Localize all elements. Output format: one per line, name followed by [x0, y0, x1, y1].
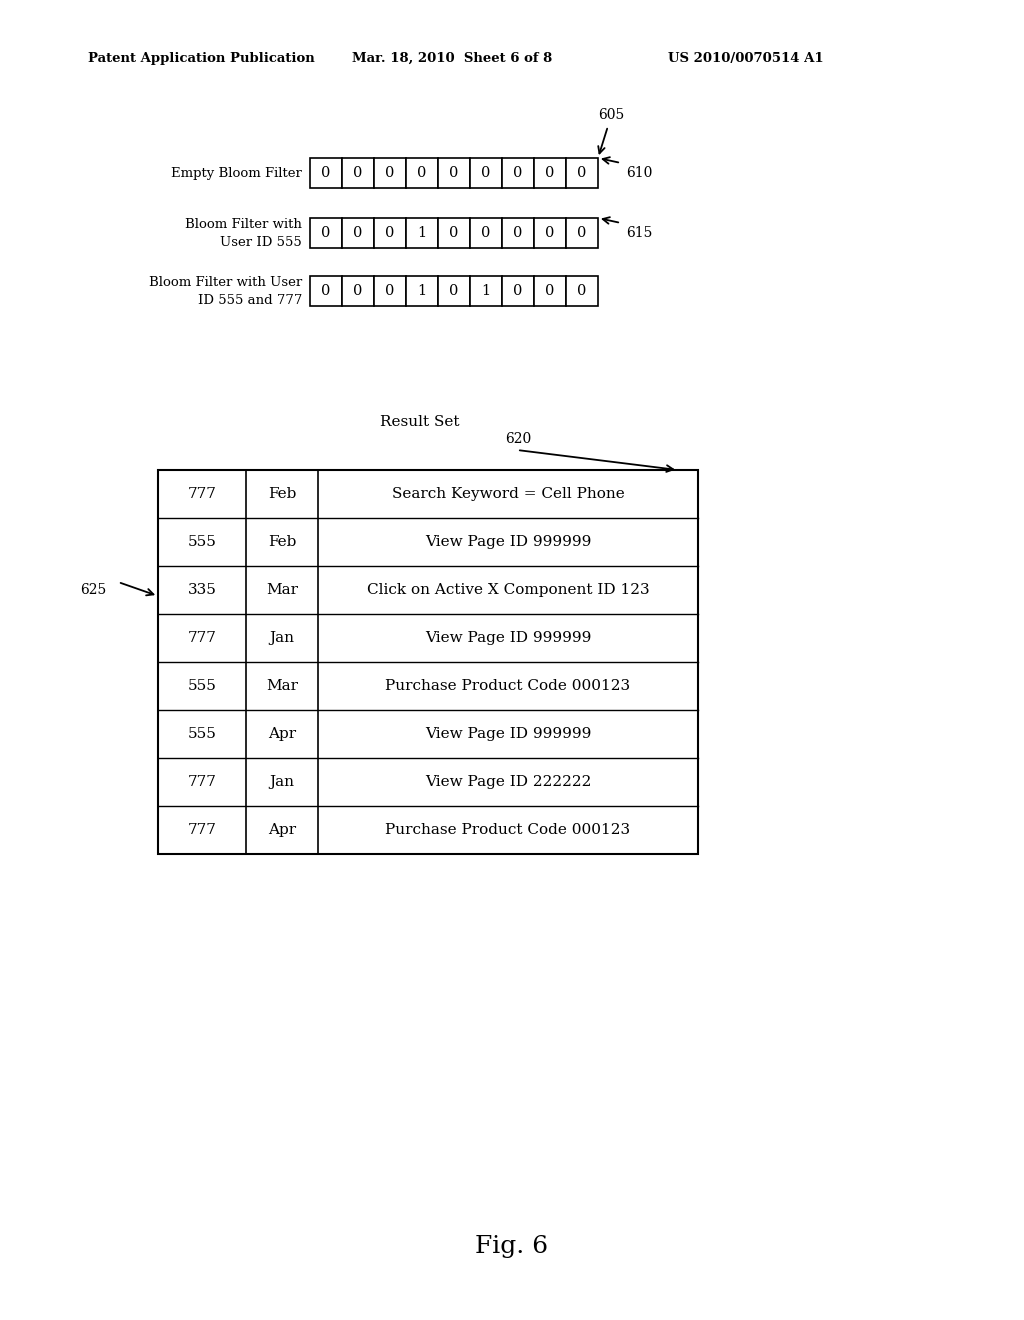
Text: 0: 0 [385, 284, 394, 298]
Bar [310, 276, 342, 306]
Bar [534, 158, 566, 187]
Text: Feb: Feb [268, 535, 296, 549]
Bar [438, 218, 470, 248]
Text: 555: 555 [187, 678, 216, 693]
Text: 0: 0 [450, 284, 459, 298]
Bar [438, 158, 470, 187]
Text: Empty Bloom Filter: Empty Bloom Filter [171, 166, 302, 180]
Text: Mar: Mar [266, 583, 298, 597]
Bar [502, 158, 534, 187]
Text: 0: 0 [578, 226, 587, 240]
Bar [502, 276, 534, 306]
Text: Click on Active X Component ID 123: Click on Active X Component ID 123 [367, 583, 649, 597]
Text: 335: 335 [187, 583, 216, 597]
Text: 0: 0 [481, 166, 490, 180]
Bar [374, 276, 406, 306]
Text: 0: 0 [450, 166, 459, 180]
Bar [342, 276, 374, 306]
Text: Patent Application Publication: Patent Application Publication [88, 51, 314, 65]
Bar [470, 218, 502, 248]
Text: 777: 777 [187, 631, 216, 645]
Text: Bloom Filter with: Bloom Filter with [185, 218, 302, 231]
Text: 0: 0 [322, 284, 331, 298]
Text: Jan: Jan [269, 631, 295, 645]
Bar [566, 218, 598, 248]
Bar [502, 218, 534, 248]
Text: 1: 1 [418, 284, 427, 298]
Text: 1: 1 [418, 226, 427, 240]
Text: 625: 625 [80, 583, 106, 597]
Text: Jan: Jan [269, 775, 295, 789]
Bar [374, 218, 406, 248]
Text: US 2010/0070514 A1: US 2010/0070514 A1 [668, 51, 823, 65]
Text: Apr: Apr [268, 822, 296, 837]
Text: 0: 0 [546, 284, 555, 298]
Bar [534, 218, 566, 248]
Text: Mar. 18, 2010  Sheet 6 of 8: Mar. 18, 2010 Sheet 6 of 8 [352, 51, 552, 65]
Text: 0: 0 [385, 166, 394, 180]
Text: View Page ID 999999: View Page ID 999999 [425, 631, 591, 645]
Text: 0: 0 [481, 226, 490, 240]
Bar [342, 158, 374, 187]
Text: 620: 620 [505, 432, 531, 446]
Text: 777: 777 [187, 487, 216, 502]
Text: 0: 0 [513, 284, 522, 298]
Text: 0: 0 [578, 166, 587, 180]
Text: 0: 0 [513, 166, 522, 180]
Text: 615: 615 [626, 226, 652, 240]
Text: Mar: Mar [266, 678, 298, 693]
Bar [470, 276, 502, 306]
Text: 610: 610 [626, 166, 652, 180]
Bar [310, 158, 342, 187]
Text: 0: 0 [322, 166, 331, 180]
Text: 555: 555 [187, 535, 216, 549]
Text: 0: 0 [578, 284, 587, 298]
Text: Search Keyword = Cell Phone: Search Keyword = Cell Phone [391, 487, 625, 502]
Text: Purchase Product Code 000123: Purchase Product Code 000123 [385, 822, 631, 837]
Text: 0: 0 [322, 226, 331, 240]
Bar [406, 158, 438, 187]
Bar [438, 276, 470, 306]
Text: Bloom Filter with User: Bloom Filter with User [148, 276, 302, 289]
Bar [374, 158, 406, 187]
Text: Feb: Feb [268, 487, 296, 502]
Bar [158, 470, 698, 854]
Text: 0: 0 [353, 166, 362, 180]
Bar [406, 218, 438, 248]
Bar [566, 158, 598, 187]
Bar [534, 276, 566, 306]
Text: 605: 605 [598, 108, 625, 121]
Bar [406, 276, 438, 306]
Text: 0: 0 [353, 284, 362, 298]
Text: 0: 0 [418, 166, 427, 180]
Text: Purchase Product Code 000123: Purchase Product Code 000123 [385, 678, 631, 693]
Text: 0: 0 [450, 226, 459, 240]
Text: 555: 555 [187, 727, 216, 741]
Text: View Page ID 999999: View Page ID 999999 [425, 727, 591, 741]
Text: 0: 0 [546, 166, 555, 180]
Bar [342, 218, 374, 248]
Text: Apr: Apr [268, 727, 296, 741]
Text: View Page ID 222222: View Page ID 222222 [425, 775, 591, 789]
Bar [470, 158, 502, 187]
Bar [310, 218, 342, 248]
Text: 0: 0 [546, 226, 555, 240]
Text: 777: 777 [187, 775, 216, 789]
Bar [566, 276, 598, 306]
Text: 0: 0 [353, 226, 362, 240]
Text: 0: 0 [513, 226, 522, 240]
Text: ID 555 and 777: ID 555 and 777 [198, 293, 302, 306]
Text: User ID 555: User ID 555 [220, 235, 302, 248]
Text: Fig. 6: Fig. 6 [475, 1236, 549, 1258]
Text: Result Set: Result Set [380, 414, 460, 429]
Text: View Page ID 999999: View Page ID 999999 [425, 535, 591, 549]
Text: 777: 777 [187, 822, 216, 837]
Text: 1: 1 [481, 284, 490, 298]
Text: 0: 0 [385, 226, 394, 240]
